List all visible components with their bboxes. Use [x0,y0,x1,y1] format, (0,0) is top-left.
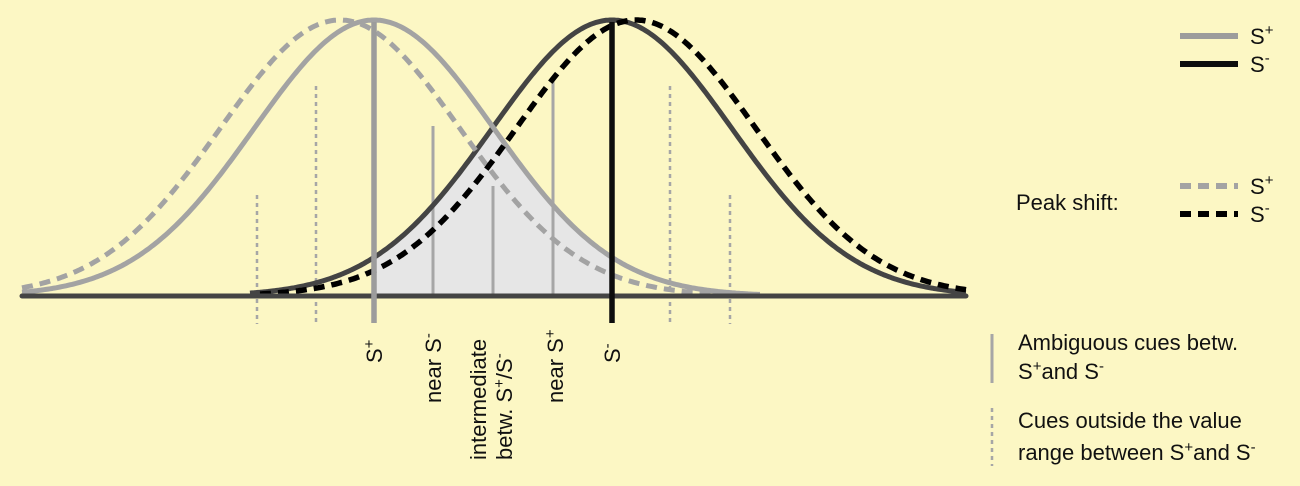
axis-label-intermediate-betw: betw. S+/S- [491,353,517,460]
key-outside-line2: range between S+and S- [1018,439,1256,465]
axis-label-intermediate: intermediate [466,339,491,460]
legend-label-s-plus: S+ [1250,22,1274,49]
axis-label-s-plus: S+ [361,339,387,363]
key-outside-line1: Cues outside the value [1018,408,1242,433]
curve-s-plus [21,17,760,297]
curve-s-minus [249,17,967,296]
axis-label-near-s-plus: near S+ [542,329,568,403]
legend-label-s-plus-shift: S+ [1250,172,1274,199]
axis-label-s-minus: S- [599,343,625,363]
legend-peak-shift-label: Peak shift: [1016,190,1119,215]
legend-label-s-minus: S- [1250,50,1270,77]
curve-s-minus-peak-shift [259,17,967,297]
axis-label-near-s-minus: near S- [420,333,446,403]
key-ambiguous-line2: S+and S- [1018,358,1104,384]
curve-s-plus-peak-shift [21,17,740,298]
legend-label-s-minus-shift: S- [1250,200,1270,227]
key-ambiguous-line1: Ambiguous cues betw. [1018,330,1238,355]
